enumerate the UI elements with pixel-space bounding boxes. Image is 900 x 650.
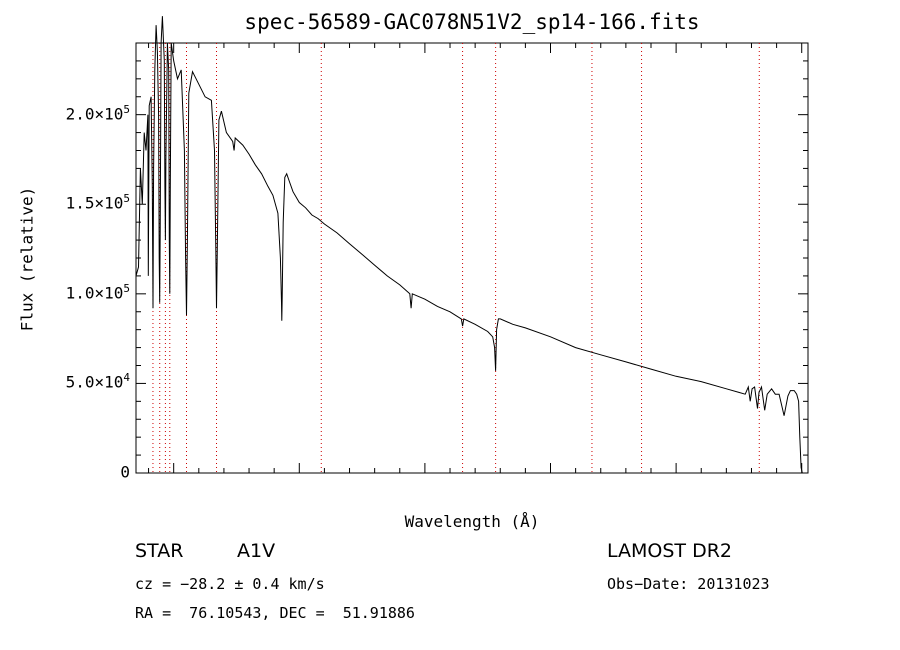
- y-tick-exponent: 5: [123, 102, 130, 116]
- y-tick-label: 0: [120, 461, 130, 481]
- y-tick-mantissa: 0: [120, 462, 130, 482]
- y-tick-label: 5.0×104: [66, 371, 130, 391]
- coordinates: RA = 76.10543, DEC = 51.91886: [135, 604, 415, 622]
- y-tick-mantissa: 5.0×10: [65, 372, 124, 392]
- y-tick-label: 2.0×105: [66, 103, 130, 123]
- plot-frame: [135, 42, 809, 474]
- y-tick-label: 1.0×105: [66, 282, 130, 302]
- y-tick-label: 1.5×105: [66, 192, 130, 212]
- y-axis-label: Flux (relative): [17, 186, 37, 332]
- object-class: STAR: [135, 540, 184, 562]
- survey-name: LAMOST DR2: [607, 540, 732, 562]
- y-tick-mantissa: 1.5×10: [65, 193, 124, 213]
- observation-date: Obs−Date: 20131023: [607, 575, 770, 593]
- redshift-velocity: cz = −28.2 ± 0.4 km/s: [135, 575, 325, 593]
- y-tick-mantissa: 1.0×10: [65, 283, 124, 303]
- axis-ticks: [136, 42, 808, 474]
- emission-line-markers: [152, 43, 760, 473]
- x-axis-label: Wavelength (Å): [404, 512, 540, 531]
- spectral-subclass: A1V: [237, 540, 276, 562]
- y-tick-exponent: 4: [123, 371, 130, 385]
- y-tick-exponent: 5: [123, 192, 130, 206]
- y-tick-mantissa: 2.0×10: [65, 103, 124, 123]
- spectrum-line: [135, 16, 803, 474]
- y-tick-exponent: 5: [123, 281, 130, 295]
- chart-title: spec-56589-GAC078N51V2_sp14-166.fits: [244, 10, 700, 34]
